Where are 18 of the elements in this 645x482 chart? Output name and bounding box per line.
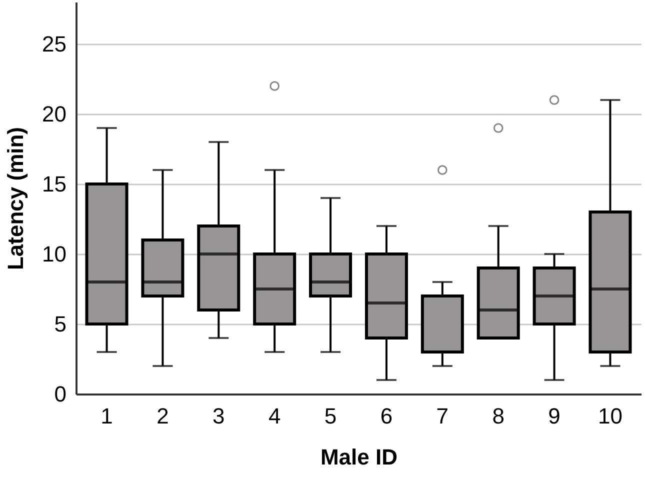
x-tick-label: 3 <box>212 404 225 428</box>
y-axis-title: Latency (min) <box>3 126 28 270</box>
x-tick-label: 6 <box>380 404 393 428</box>
x-tick-label: 1 <box>100 404 113 428</box>
y-tick-label: 20 <box>42 102 66 126</box>
x-tick-label: 8 <box>492 404 504 428</box>
x-tick-label: 4 <box>268 404 281 428</box>
x-tick-label: 2 <box>156 404 169 428</box>
y-tick-label: 0 <box>54 382 66 406</box>
x-tick-label: 10 <box>598 404 622 428</box>
y-tick-label: 25 <box>42 32 66 56</box>
x-tick-label: 5 <box>324 404 337 428</box>
y-tick-label: 5 <box>54 312 66 336</box>
y-tick-label: 10 <box>42 242 66 266</box>
x-tick-label: 9 <box>548 404 560 428</box>
y-tick-label: 15 <box>42 172 66 196</box>
x-axis-title: Male ID <box>320 444 398 470</box>
x-tick-label: 7 <box>436 404 449 428</box>
